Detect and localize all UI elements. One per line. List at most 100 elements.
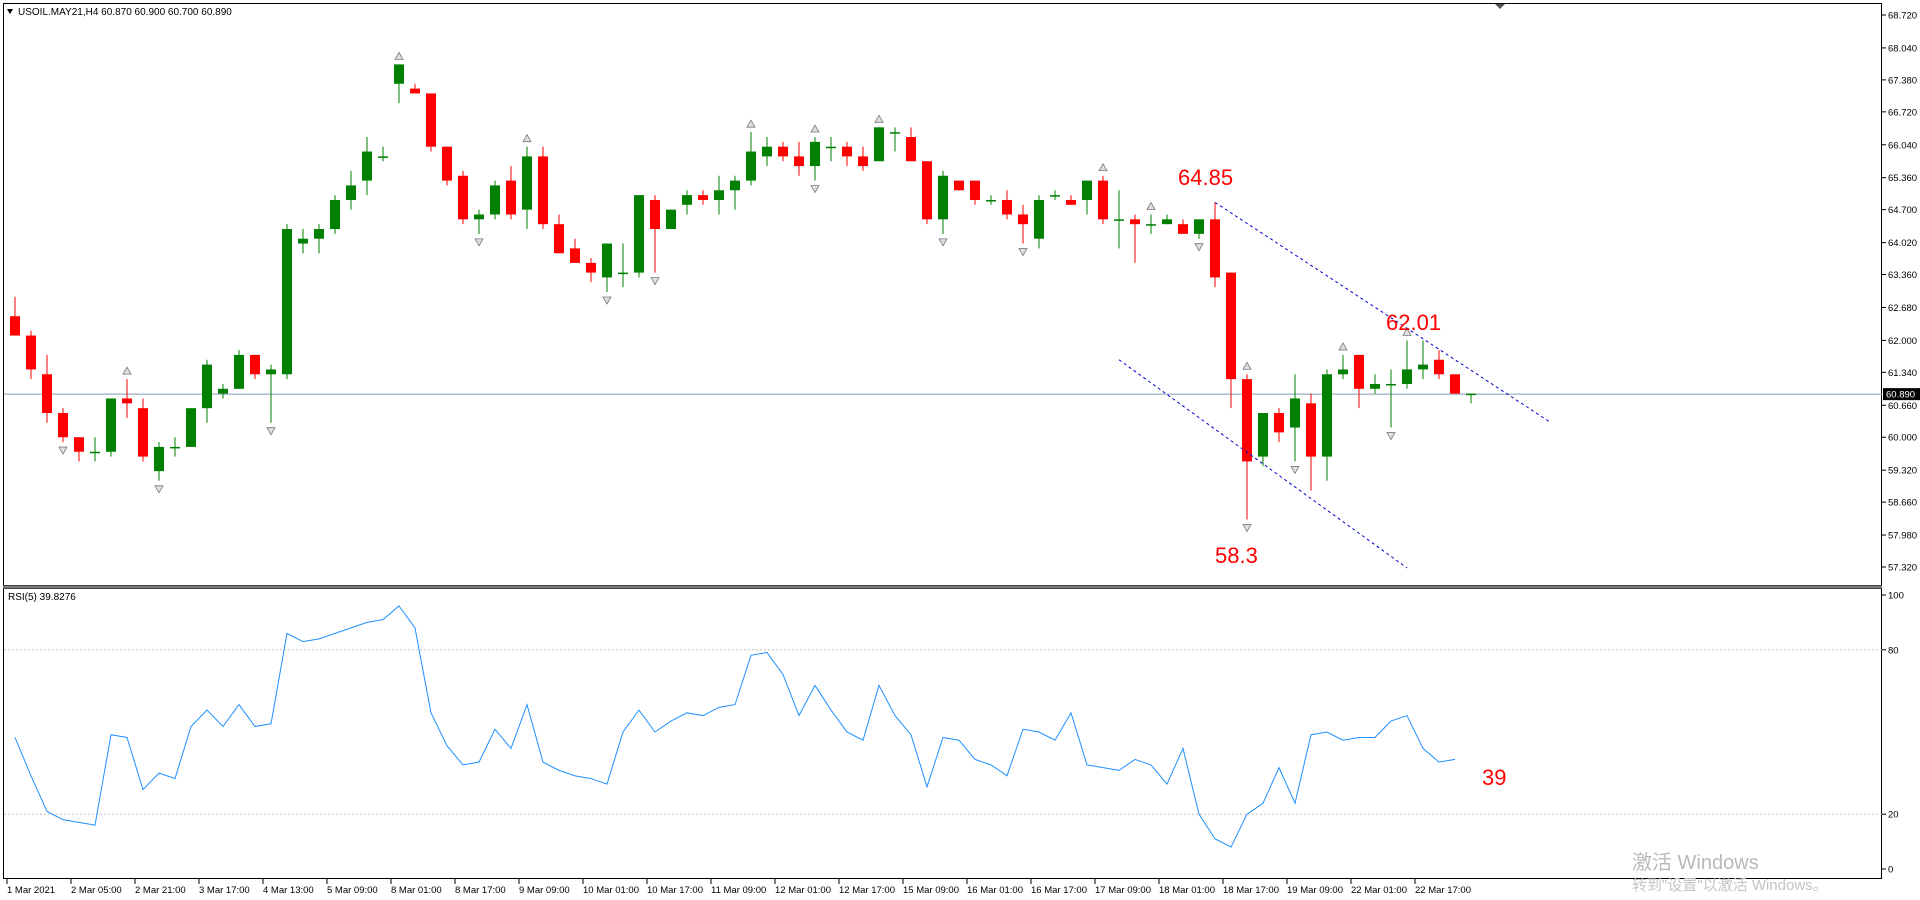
time-tick-label: 3 Mar 17:00 <box>199 885 250 896</box>
candle <box>970 180 980 205</box>
candle-body <box>1466 393 1476 396</box>
candle-body <box>218 388 228 394</box>
price-axis: 68.720 68.040 67.380 66.720 66.040 65.360 64.7… <box>1882 11 1917 574</box>
rsi-line <box>14 605 1456 848</box>
candle-body <box>1210 219 1220 278</box>
channel-line[interactable] <box>1118 359 1408 569</box>
candle <box>1178 219 1188 234</box>
watermark-line1: 激活 Windows <box>1632 851 1759 874</box>
candle <box>666 209 676 230</box>
candle <box>778 141 788 162</box>
candle <box>890 127 900 152</box>
candle-body <box>378 156 388 158</box>
candle <box>730 175 740 210</box>
candle-body <box>778 146 788 157</box>
candle-body <box>74 437 84 452</box>
candle-body <box>186 408 196 447</box>
scroll-marker-icon[interactable] <box>1495 4 1505 9</box>
candle <box>330 195 340 234</box>
candle-body <box>282 229 292 375</box>
candle-body <box>250 354 260 375</box>
candle <box>346 170 356 210</box>
fractal-down-icon <box>58 446 68 455</box>
candle-body <box>266 369 276 375</box>
candle-body <box>106 398 116 452</box>
time-tick-label: 19 Mar 09:00 <box>1287 885 1343 896</box>
price-tick-label: 64.700 <box>1888 205 1917 216</box>
candle-body <box>234 354 244 389</box>
candle <box>106 398 116 457</box>
candle <box>26 330 36 380</box>
candle <box>490 180 500 220</box>
watermark-line2: 转到"设置"以激活 Windows。 <box>1632 877 1828 894</box>
time-tick-label: 22 Mar 17:00 <box>1415 885 1471 896</box>
candle <box>842 141 852 167</box>
candle <box>570 238 580 263</box>
channel-lines[interactable] <box>1118 201 1552 569</box>
candle <box>58 408 68 443</box>
candle <box>1130 214 1140 263</box>
candle <box>554 214 564 254</box>
fractal-up-icon <box>746 119 756 128</box>
price-tick-label: 62.680 <box>1888 303 1917 314</box>
candle <box>618 243 628 288</box>
rsi-tick-label: 20 <box>1888 810 1899 821</box>
price-tick-label: 57.320 <box>1888 563 1917 574</box>
channel-line[interactable] <box>1214 201 1552 424</box>
candle-body <box>138 408 148 457</box>
candle-body <box>490 185 500 215</box>
candle-body <box>1050 195 1060 197</box>
candle-body <box>1130 219 1140 225</box>
candle <box>522 146 532 230</box>
candle <box>538 146 548 230</box>
candle <box>1034 195 1044 249</box>
candle <box>474 209 484 234</box>
candle-body <box>746 151 756 181</box>
rsi-tick-label: 100 <box>1888 591 1904 602</box>
candle-body <box>714 190 724 200</box>
candle <box>1114 190 1124 249</box>
time-tick-label: 5 Mar 09:00 <box>327 885 378 896</box>
price-tick-label: 64.020 <box>1888 238 1917 249</box>
candle <box>362 137 372 196</box>
candle <box>1210 202 1220 288</box>
time-axis: 1 Mar 2021 2 Mar 05:00 2 Mar 21:00 3 Mar 17… <box>6 879 1471 896</box>
time-tick-label: 1 Mar 2021 <box>7 885 55 896</box>
candle-body <box>394 64 404 84</box>
triangle-down-icon[interactable] <box>7 9 13 14</box>
candle-body <box>1354 354 1364 389</box>
candle <box>186 408 196 447</box>
fractal-up-icon <box>1146 201 1156 210</box>
fractal-down-icon <box>1386 432 1396 441</box>
time-tick-label: 12 Mar 01:00 <box>775 885 831 896</box>
annotation-swing-high: 62.01 <box>1386 310 1441 335</box>
current-price-label: 60.890 <box>1886 390 1915 401</box>
candle-body <box>762 146 772 157</box>
main-chart-frame <box>3 3 1882 586</box>
price-tick-label: 59.320 <box>1888 466 1917 477</box>
annotation-high: 64.85 <box>1178 165 1233 190</box>
candle-body <box>586 262 596 273</box>
price-tick-label: 68.040 <box>1888 43 1917 54</box>
candle <box>266 364 276 423</box>
candle-body <box>954 180 964 191</box>
time-tick-label: 17 Mar 09:00 <box>1095 885 1151 896</box>
activation-watermark: 激活 Windows 转到"设置"以激活 Windows。 <box>1632 851 1828 894</box>
fractal-up-icon <box>1338 342 1348 351</box>
candle-body <box>634 195 644 273</box>
candle-body <box>602 243 612 278</box>
candle <box>714 175 724 215</box>
candle <box>250 354 260 380</box>
candle <box>938 170 948 234</box>
candle-body <box>1178 224 1188 234</box>
price-tick-label: 68.720 <box>1888 11 1917 22</box>
candle-body <box>618 272 628 275</box>
candle-body <box>26 335 36 370</box>
candle-body <box>1082 180 1092 200</box>
candle <box>1098 175 1108 225</box>
price-tick-label: 58.660 <box>1888 498 1917 509</box>
candle <box>138 398 148 462</box>
candle-body <box>458 175 468 220</box>
price-tick-label: 60.000 <box>1888 433 1917 444</box>
